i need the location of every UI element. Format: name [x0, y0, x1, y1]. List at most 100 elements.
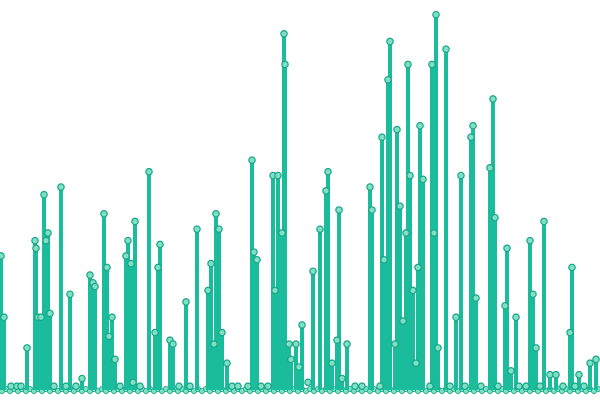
point-marker-89 — [386, 37, 394, 46]
point-marker-65 — [281, 60, 289, 69]
point-marker-32 — [129, 378, 137, 387]
point-marker-68 — [292, 340, 300, 348]
point-marker-92 — [396, 202, 404, 210]
point-marker-36 — [151, 328, 159, 337]
point-marker-123 — [512, 313, 520, 322]
point-marker-27 — [111, 355, 119, 364]
point-marker-64 — [280, 30, 288, 38]
point-marker-45 — [204, 286, 212, 295]
point-marker-119 — [494, 382, 502, 390]
point-marker-70 — [298, 321, 306, 329]
point-marker-138 — [580, 382, 588, 390]
point-marker-16 — [62, 382, 70, 390]
point-marker-13 — [46, 309, 54, 318]
point-marker-54 — [244, 382, 252, 390]
point-marker-28 — [116, 382, 124, 390]
point-marker-43 — [186, 382, 194, 390]
point-marker-114 — [472, 294, 480, 302]
point-marker-35 — [145, 167, 153, 176]
point-marker-5 — [23, 344, 31, 352]
point-marker-71 — [304, 378, 312, 387]
point-marker-115 — [477, 382, 485, 390]
point-marker-88 — [384, 75, 392, 84]
point-marker-80 — [343, 340, 351, 348]
point-marker-61 — [271, 286, 279, 295]
point-marker-108 — [446, 382, 454, 390]
point-marker-77 — [333, 336, 341, 345]
point-marker-76 — [328, 359, 336, 367]
point-marker-25 — [105, 332, 113, 341]
point-marker-129 — [536, 382, 544, 390]
point-marker-47 — [210, 340, 218, 348]
point-marker-63 — [278, 229, 286, 237]
point-marker-96 — [406, 171, 414, 180]
point-marker-74 — [322, 187, 330, 195]
point-marker-73 — [316, 225, 324, 233]
point-marker-126 — [526, 236, 534, 245]
point-marker-57 — [253, 255, 261, 264]
point-marker-82 — [358, 382, 366, 390]
point-marker-24 — [103, 263, 111, 272]
point-marker-78 — [335, 206, 343, 214]
point-marker-31 — [127, 259, 135, 268]
point-marker-50 — [218, 328, 226, 337]
point-marker-26 — [108, 313, 116, 322]
point-marker-132 — [552, 370, 560, 379]
point-marker-58 — [257, 382, 265, 390]
point-marker-29 — [122, 252, 130, 260]
point-marker-7 — [32, 244, 40, 253]
point-marker-93 — [399, 317, 407, 325]
point-marker-18 — [72, 382, 80, 390]
point-marker-107 — [442, 45, 450, 53]
point-marker-112 — [467, 133, 475, 142]
point-marker-120 — [501, 301, 509, 310]
point-marker-125 — [522, 382, 530, 390]
point-marker-117 — [489, 95, 497, 103]
point-marker-130 — [540, 217, 548, 226]
point-marker-14 — [50, 382, 58, 390]
plot-area — [0, 10, 600, 394]
point-marker-104 — [430, 229, 438, 237]
point-marker-51 — [223, 359, 231, 367]
point-marker-113 — [469, 121, 477, 130]
point-marker-75 — [324, 167, 332, 176]
point-marker-9 — [37, 313, 45, 322]
point-marker-48 — [212, 210, 220, 218]
point-marker-19 — [78, 374, 86, 383]
point-marker-118 — [491, 213, 499, 222]
point-marker-59 — [264, 382, 272, 390]
point-marker-15 — [57, 183, 65, 191]
point-marker-69 — [295, 363, 303, 371]
point-marker-30 — [124, 236, 132, 245]
point-marker-99 — [414, 263, 422, 272]
point-marker-40 — [169, 340, 177, 348]
point-marker-10 — [40, 190, 48, 199]
point-marker-133 — [559, 382, 567, 390]
point-marker-83 — [366, 183, 374, 191]
point-marker-124 — [515, 382, 523, 390]
point-marker-106 — [434, 344, 442, 352]
point-marker-38 — [156, 240, 164, 249]
point-marker-41 — [175, 382, 183, 390]
point-marker-37 — [154, 263, 162, 272]
point-marker-87 — [380, 255, 388, 264]
point-marker-109 — [452, 313, 460, 322]
point-marker-136 — [571, 382, 579, 390]
point-marker-1 — [0, 313, 8, 322]
point-marker-33 — [131, 217, 139, 226]
point-marker-95 — [404, 60, 412, 69]
point-marker-23 — [100, 210, 108, 218]
point-marker-4 — [17, 382, 25, 390]
point-marker-49 — [215, 225, 223, 233]
point-marker-98 — [412, 359, 420, 367]
point-marker-140 — [592, 355, 600, 364]
point-marker-0 — [0, 252, 5, 260]
point-marker-72 — [309, 267, 317, 276]
point-marker-97 — [409, 286, 417, 295]
point-marker-101 — [419, 175, 427, 184]
point-marker-111 — [461, 382, 469, 390]
point-marker-11 — [42, 236, 50, 245]
point-marker-6 — [31, 236, 39, 245]
point-marker-22 — [91, 282, 99, 291]
point-marker-17 — [66, 290, 74, 299]
